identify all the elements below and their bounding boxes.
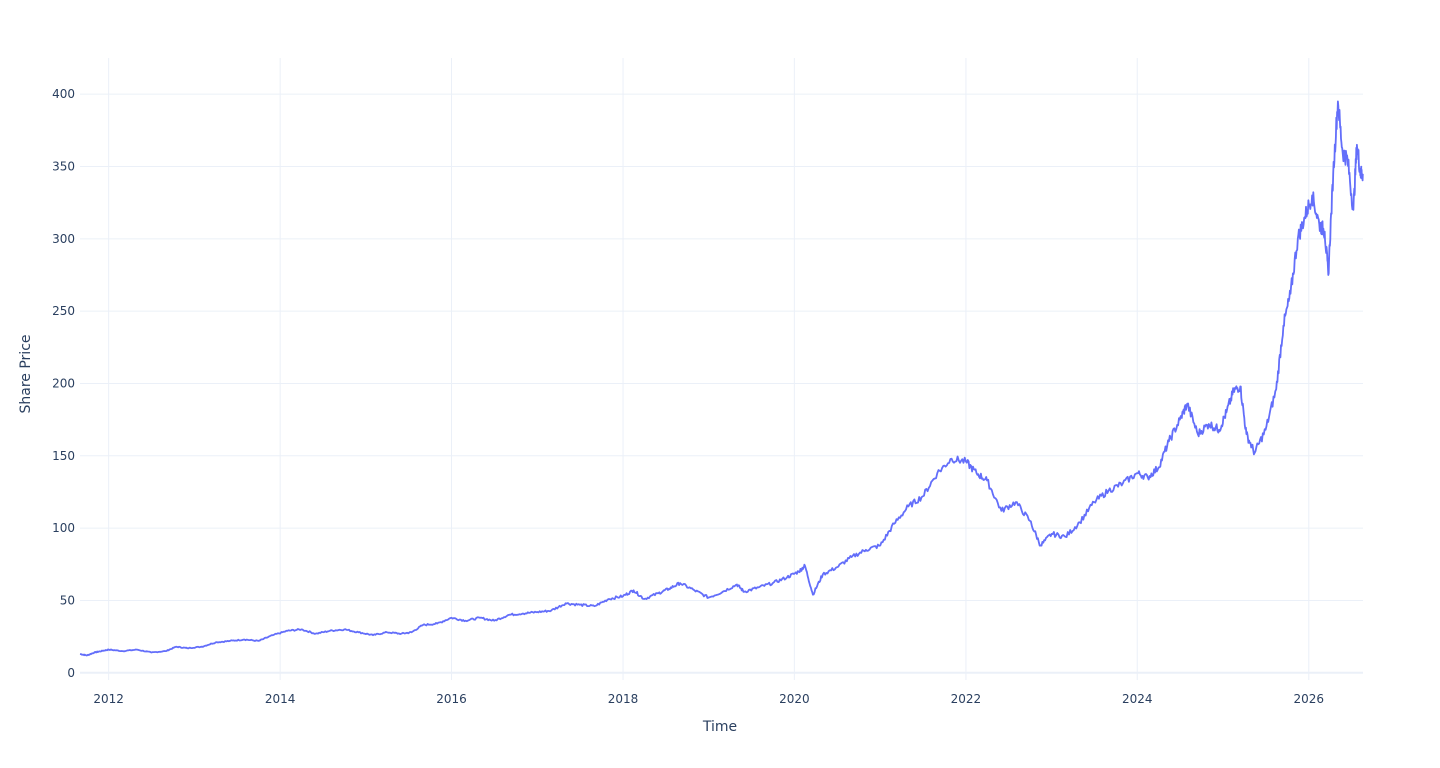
y-tick-label: 200 xyxy=(52,376,75,390)
y-tick-label: 100 xyxy=(52,521,75,535)
grid xyxy=(80,58,1363,680)
y-tick-label: 400 xyxy=(52,87,75,101)
y-axis-ticks: 0 50 100 150 200 250 300 350 400 xyxy=(52,87,75,680)
y-tick-label: 0 xyxy=(67,666,75,680)
y-tick-label: 300 xyxy=(52,232,75,246)
x-tick-label: 2016 xyxy=(436,692,467,706)
x-tick-label: 2014 xyxy=(265,692,296,706)
x-tick-label: 2018 xyxy=(608,692,639,706)
share-price-line xyxy=(79,100,1364,657)
series-layer xyxy=(79,100,1364,657)
x-axis-title: Time xyxy=(702,719,737,735)
x-tick-label: 2024 xyxy=(1122,692,1153,706)
y-tick-label: 350 xyxy=(52,159,75,173)
x-tick-label: 2026 xyxy=(1294,692,1325,706)
x-tick-label: 2022 xyxy=(951,692,982,706)
y-tick-label: 250 xyxy=(52,304,75,318)
x-tick-label: 2020 xyxy=(779,692,810,706)
x-axis-ticks: 2012 2014 2016 2018 2020 2022 2024 2026 xyxy=(93,692,1324,706)
y-tick-label: 50 xyxy=(60,593,75,607)
y-axis-title: Share Price xyxy=(18,334,34,413)
x-tick-label: 2012 xyxy=(93,692,124,706)
y-tick-label: 150 xyxy=(52,449,75,463)
